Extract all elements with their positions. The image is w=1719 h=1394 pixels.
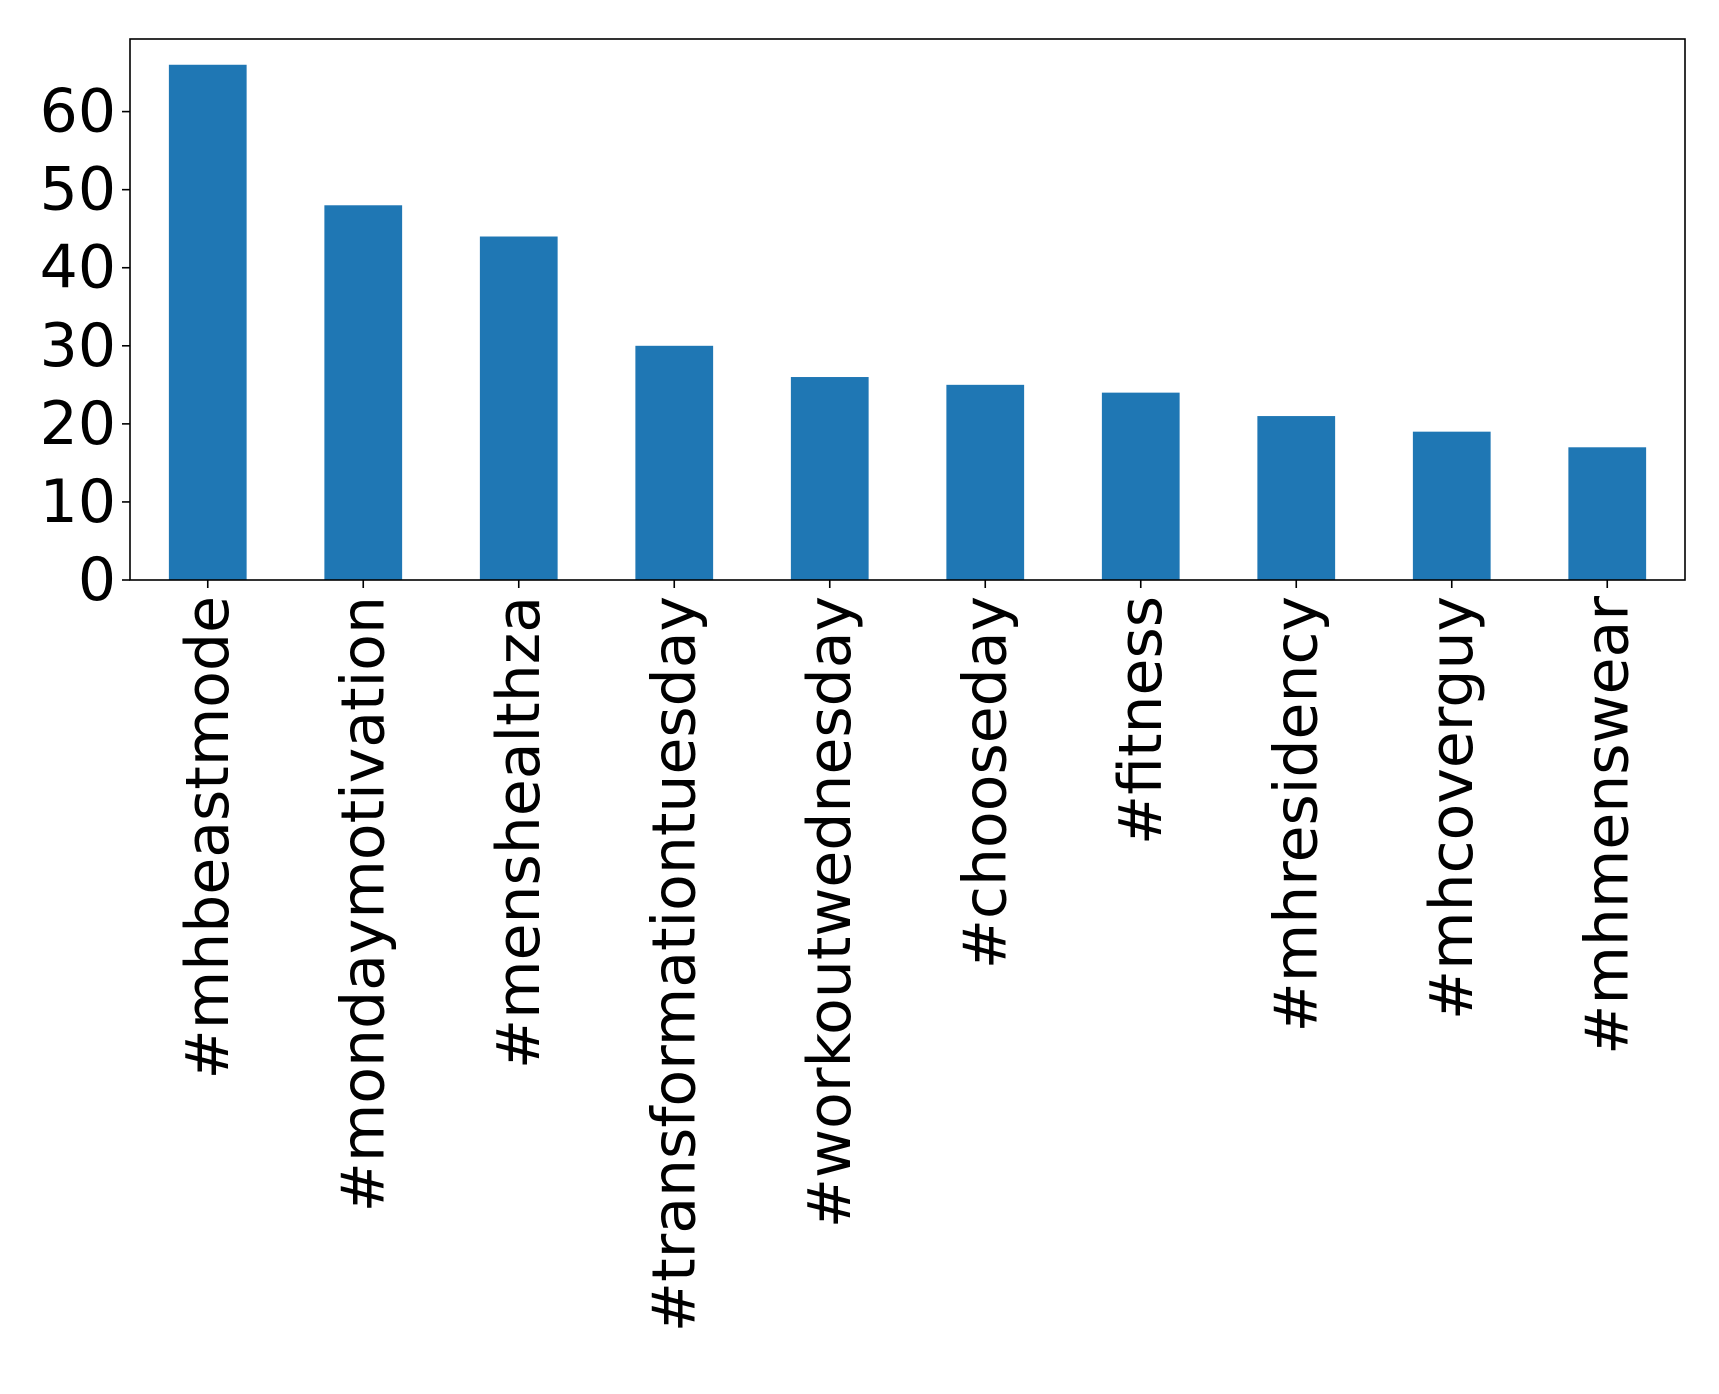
- y-axis: 0 10 20 30 40 50 60: [40, 77, 130, 615]
- bar-1: [324, 205, 403, 580]
- x-tick-label: #mhbeastmode: [173, 596, 243, 1079]
- y-tick-label: 60: [40, 77, 116, 147]
- y-tick-label: 10: [40, 467, 116, 537]
- bars-layer: [168, 64, 1647, 580]
- y-tick-label: 30: [40, 311, 116, 381]
- bar-6: [1101, 392, 1180, 580]
- y-tick-label: 0: [78, 545, 116, 615]
- x-tick-label: #menshealthza: [484, 596, 554, 1069]
- x-tick-label: #chooseday: [950, 596, 1020, 969]
- x-tick-label: #mondaymotivation: [328, 596, 398, 1212]
- x-tick-label: #mhmenswear: [1572, 596, 1642, 1055]
- bar-7: [1257, 416, 1336, 580]
- x-tick-label: #mhresidency: [1261, 596, 1331, 1032]
- bar-4: [790, 377, 869, 580]
- x-tick-label: #workoutwednesday: [795, 596, 865, 1228]
- bar-9: [1568, 447, 1647, 580]
- x-tick-label: #fitness: [1106, 596, 1176, 845]
- plot-area-frame: [129, 38, 1686, 581]
- bar-8: [1412, 431, 1491, 580]
- bar-2: [479, 236, 558, 580]
- bar-0: [168, 64, 247, 580]
- y-tick-label: 50: [40, 155, 116, 225]
- bar-3: [635, 345, 714, 580]
- x-axis: #mhbeastmode #mondaymotivation #menshealth…: [173, 580, 1642, 1332]
- y-tick-label: 40: [40, 233, 116, 303]
- x-tick-label: #mhcoverguy: [1417, 596, 1487, 1020]
- x-tick-label: #transformationtuesday: [639, 596, 709, 1332]
- y-tick-label: 20: [40, 389, 116, 459]
- bar-5: [946, 384, 1025, 580]
